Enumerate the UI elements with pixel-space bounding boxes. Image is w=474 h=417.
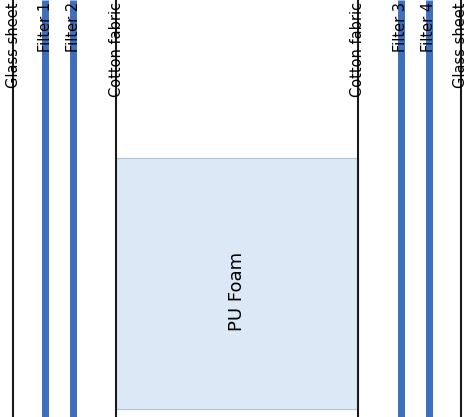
Text: Filter 3: Filter 3 <box>393 2 408 52</box>
Text: Filter 1: Filter 1 <box>37 2 53 52</box>
Text: Filter 2: Filter 2 <box>66 2 81 53</box>
Bar <box>116 158 358 409</box>
Text: Filter 4: Filter 4 <box>421 2 437 52</box>
Text: Cotton fabric: Cotton fabric <box>109 2 124 97</box>
Text: PU Foam: PU Foam <box>228 252 246 332</box>
Text: Glass sheet: Glass sheet <box>453 2 468 88</box>
Text: Cotton fabric: Cotton fabric <box>350 2 365 97</box>
Text: Glass sheet: Glass sheet <box>6 2 21 88</box>
